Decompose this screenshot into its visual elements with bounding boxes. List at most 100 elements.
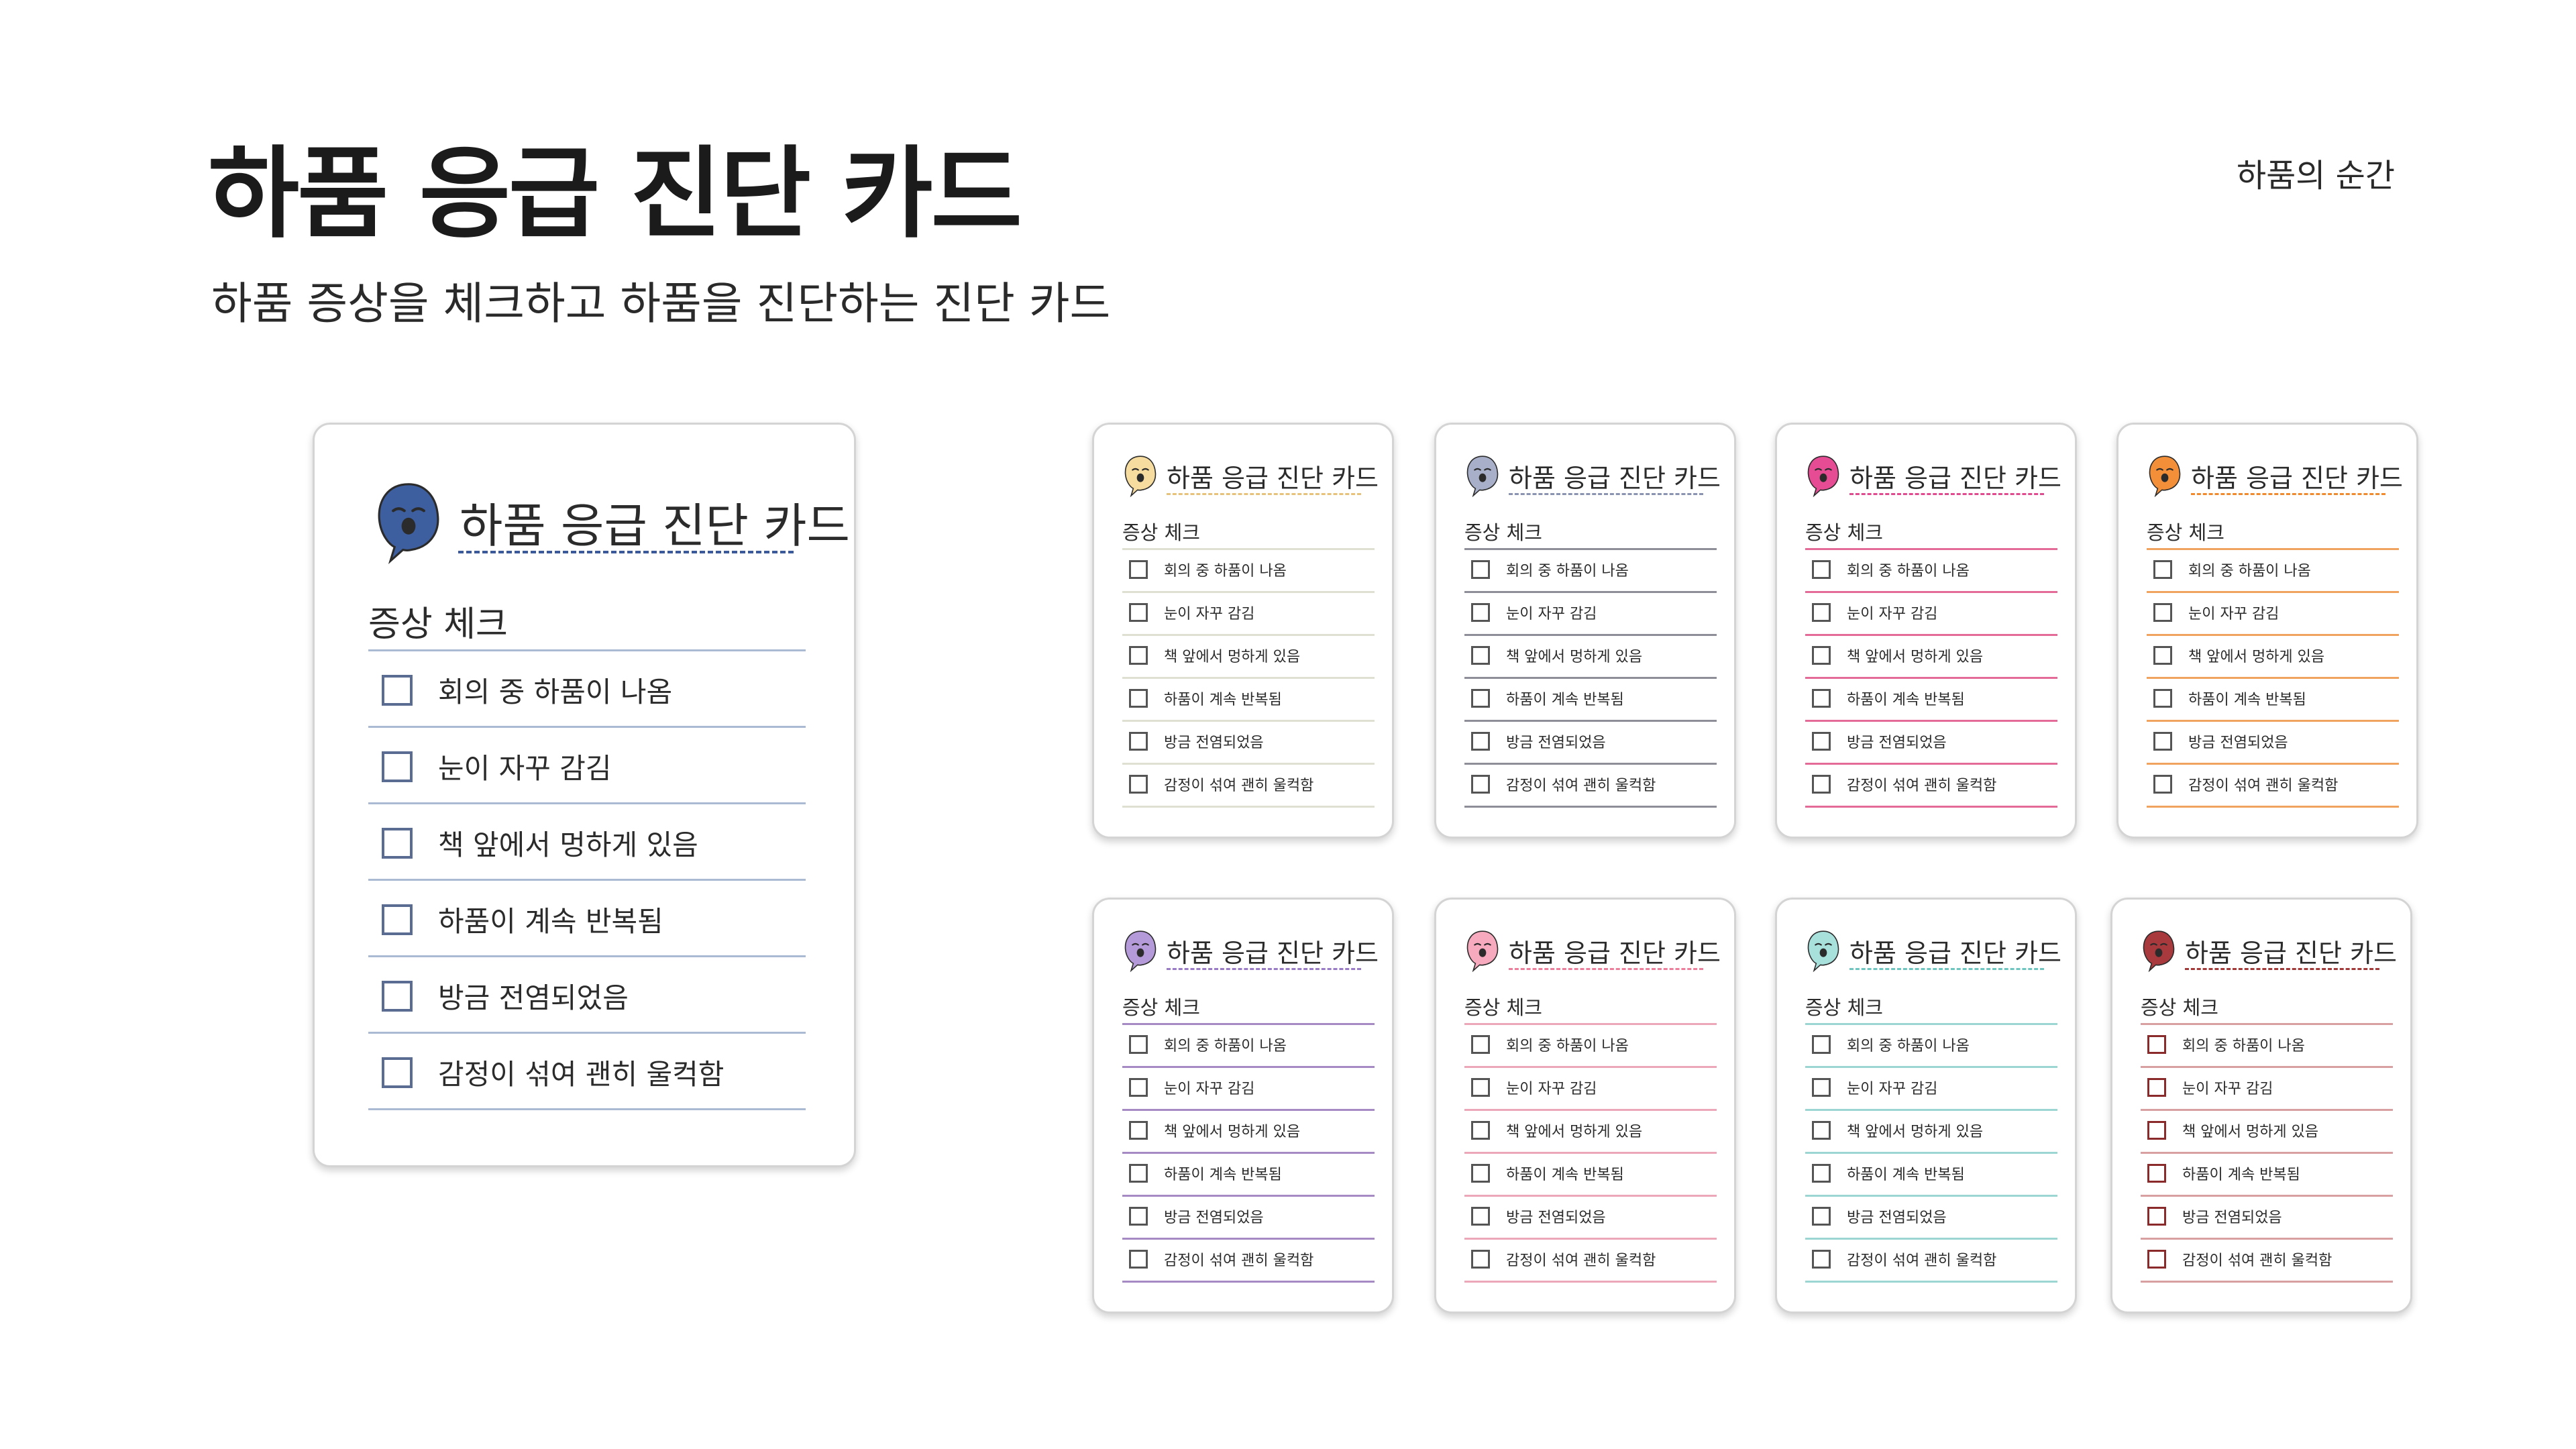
symptom-item[interactable]: 책 앞에서 멍하게 있음 (382, 822, 698, 863)
symptom-item[interactable]: 감정이 섞여 괜히 울컥함 (1471, 1248, 1656, 1270)
symptom-checkbox[interactable] (1129, 732, 1148, 751)
symptom-checkbox[interactable] (2147, 1121, 2166, 1140)
symptom-checkbox[interactable] (1471, 603, 1490, 622)
symptom-checkbox[interactable] (2147, 1035, 2166, 1054)
symptom-checkbox[interactable] (2153, 732, 2172, 751)
symptom-item[interactable]: 회의 중 하품이 나옴 (1812, 1034, 1970, 1055)
symptom-item[interactable]: 회의 중 하품이 나옴 (382, 669, 672, 710)
symptom-checkbox[interactable] (1812, 689, 1831, 708)
symptom-item[interactable]: 방금 전염되었음 (1812, 1205, 1947, 1227)
symptom-checkbox[interactable] (382, 751, 413, 782)
symptom-item[interactable]: 눈이 자꾸 감김 (1471, 1077, 1597, 1098)
symptom-item[interactable]: 방금 전염되었음 (2153, 731, 2288, 752)
symptom-checkbox[interactable] (382, 674, 413, 706)
symptom-checkbox[interactable] (1812, 1121, 1831, 1140)
symptom-item[interactable]: 눈이 자꾸 감김 (2153, 602, 2279, 623)
symptom-checkbox[interactable] (1129, 1078, 1148, 1097)
symptom-checkbox[interactable] (1812, 603, 1831, 622)
symptom-item[interactable]: 방금 전염되었음 (1471, 731, 1606, 752)
symptom-item[interactable]: 책 앞에서 멍하게 있음 (1129, 1120, 1300, 1141)
symptom-checkbox[interactable] (1812, 1250, 1831, 1269)
symptom-item[interactable]: 책 앞에서 멍하게 있음 (2153, 645, 2324, 666)
symptom-item[interactable]: 회의 중 하품이 나옴 (1129, 1034, 1287, 1055)
symptom-checkbox[interactable] (1812, 560, 1831, 579)
symptom-item[interactable]: 감정이 섞여 괜히 울컥함 (2147, 1248, 2332, 1270)
symptom-item[interactable]: 감정이 섞여 괜히 울컥함 (1812, 773, 1996, 795)
symptom-item[interactable]: 회의 중 하품이 나옴 (1812, 559, 1970, 580)
symptom-item[interactable]: 방금 전염되었음 (2147, 1205, 2282, 1227)
symptom-checkbox[interactable] (1471, 1078, 1490, 1097)
symptom-checkbox[interactable] (1471, 732, 1490, 751)
symptom-item[interactable]: 책 앞에서 멍하게 있음 (1812, 1120, 1983, 1141)
symptom-item[interactable]: 하품이 계속 반복됨 (1129, 688, 1282, 709)
symptom-item[interactable]: 하품이 계속 반복됨 (2153, 688, 2306, 709)
symptom-checkbox[interactable] (2147, 1250, 2166, 1269)
symptom-checkbox[interactable] (1812, 646, 1831, 665)
symptom-checkbox[interactable] (382, 904, 413, 935)
symptom-item[interactable]: 방금 전염되었음 (1129, 1205, 1264, 1227)
symptom-checkbox[interactable] (1129, 689, 1148, 708)
symptom-checkbox[interactable] (2153, 603, 2172, 622)
symptom-checkbox[interactable] (1471, 1207, 1490, 1226)
symptom-item[interactable]: 하품이 계속 반복됨 (1129, 1163, 1282, 1184)
symptom-item[interactable]: 회의 중 하품이 나옴 (1471, 1034, 1629, 1055)
symptom-checkbox[interactable] (1129, 603, 1148, 622)
symptom-item[interactable]: 책 앞에서 멍하게 있음 (1812, 645, 1983, 666)
symptom-checkbox[interactable] (1129, 646, 1148, 665)
symptom-item[interactable]: 눈이 자꾸 감김 (1129, 1077, 1254, 1098)
symptom-item[interactable]: 눈이 자꾸 감김 (2147, 1077, 2273, 1098)
symptom-item[interactable]: 감정이 섞여 괜히 울컥함 (1812, 1248, 1996, 1270)
symptom-checkbox[interactable] (1471, 1250, 1490, 1269)
symptom-item[interactable]: 감정이 섞여 괜히 울컥함 (382, 1052, 724, 1093)
symptom-item[interactable]: 눈이 자꾸 감김 (1471, 602, 1597, 623)
symptom-item[interactable]: 책 앞에서 멍하게 있음 (2147, 1120, 2318, 1141)
symptom-item[interactable]: 회의 중 하품이 나옴 (2153, 559, 2311, 580)
symptom-checkbox[interactable] (1812, 1035, 1831, 1054)
symptom-checkbox[interactable] (1129, 560, 1148, 579)
symptom-item[interactable]: 책 앞에서 멍하게 있음 (1471, 1120, 1642, 1141)
symptom-checkbox[interactable] (1129, 1207, 1148, 1226)
symptom-checkbox[interactable] (1129, 1121, 1148, 1140)
symptom-item[interactable]: 방금 전염되었음 (1471, 1205, 1606, 1227)
symptom-checkbox[interactable] (1812, 1207, 1831, 1226)
symptom-checkbox[interactable] (1812, 1078, 1831, 1097)
symptom-item[interactable]: 방금 전염되었음 (1129, 731, 1264, 752)
symptom-item[interactable]: 회의 중 하품이 나옴 (1471, 559, 1629, 580)
symptom-item[interactable]: 눈이 자꾸 감김 (1129, 602, 1254, 623)
symptom-item[interactable]: 눈이 자꾸 감김 (382, 746, 612, 787)
symptom-checkbox[interactable] (382, 1057, 413, 1088)
symptom-checkbox[interactable] (1471, 689, 1490, 708)
symptom-item[interactable]: 하품이 계속 반복됨 (382, 899, 663, 940)
symptom-checkbox[interactable] (1471, 1035, 1490, 1054)
symptom-checkbox[interactable] (1812, 1164, 1831, 1183)
symptom-checkbox[interactable] (1129, 1250, 1148, 1269)
symptom-item[interactable]: 눈이 자꾸 감김 (1812, 602, 1937, 623)
symptom-checkbox[interactable] (1471, 560, 1490, 579)
symptom-item[interactable]: 눈이 자꾸 감김 (1812, 1077, 1937, 1098)
symptom-checkbox[interactable] (2147, 1164, 2166, 1183)
symptom-checkbox[interactable] (2147, 1207, 2166, 1226)
symptom-checkbox[interactable] (2153, 689, 2172, 708)
symptom-item[interactable]: 하품이 계속 반복됨 (2147, 1163, 2300, 1184)
symptom-checkbox[interactable] (382, 827, 413, 859)
symptom-item[interactable]: 방금 전염되었음 (1812, 731, 1947, 752)
symptom-checkbox[interactable] (1471, 775, 1490, 794)
symptom-checkbox[interactable] (1471, 646, 1490, 665)
symptom-checkbox[interactable] (1129, 1035, 1148, 1054)
symptom-item[interactable]: 회의 중 하품이 나옴 (2147, 1034, 2305, 1055)
symptom-checkbox[interactable] (2153, 646, 2172, 665)
symptom-checkbox[interactable] (382, 980, 413, 1012)
symptom-checkbox[interactable] (1471, 1164, 1490, 1183)
symptom-checkbox[interactable] (2153, 560, 2172, 579)
symptom-checkbox[interactable] (1129, 1164, 1148, 1183)
symptom-item[interactable]: 감정이 섞여 괜히 울컥함 (1129, 773, 1313, 795)
symptom-checkbox[interactable] (1812, 775, 1831, 794)
symptom-item[interactable]: 하품이 계속 반복됨 (1471, 1163, 1624, 1184)
symptom-checkbox[interactable] (1129, 775, 1148, 794)
symptom-checkbox[interactable] (1812, 732, 1831, 751)
symptom-item[interactable]: 책 앞에서 멍하게 있음 (1471, 645, 1642, 666)
symptom-item[interactable]: 감정이 섞여 괜히 울컥함 (2153, 773, 2338, 795)
symptom-item[interactable]: 감정이 섞여 괜히 울컥함 (1129, 1248, 1313, 1270)
symptom-item[interactable]: 하품이 계속 반복됨 (1812, 1163, 1965, 1184)
symptom-checkbox[interactable] (2147, 1078, 2166, 1097)
